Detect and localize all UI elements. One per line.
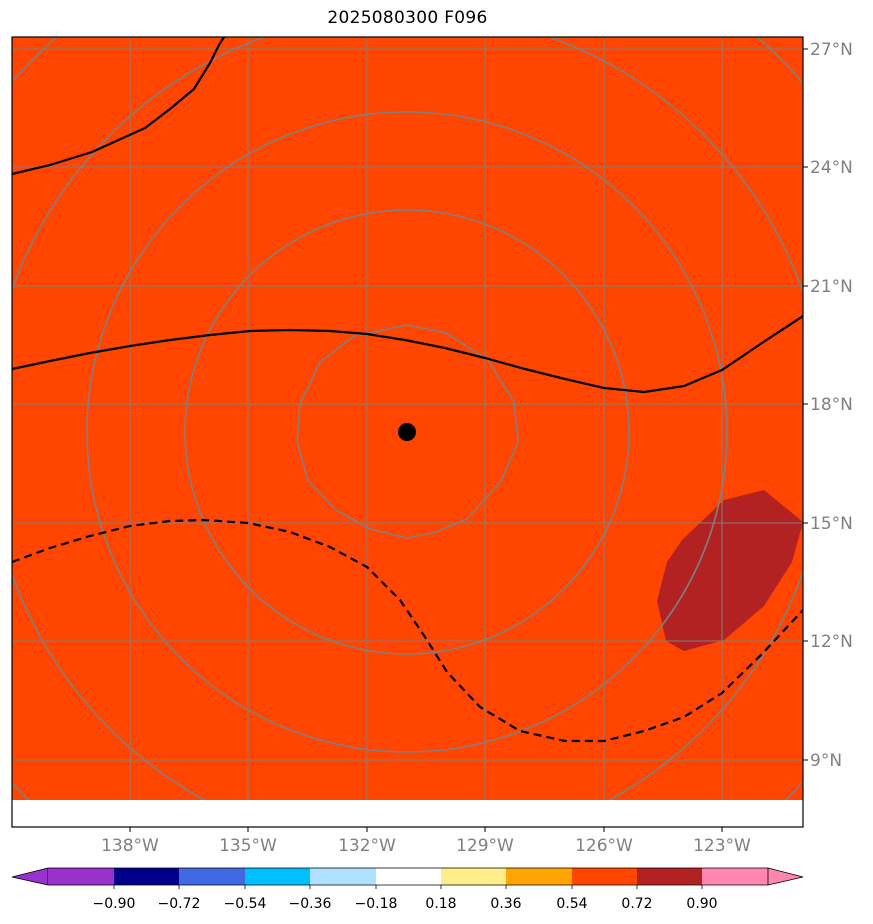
dashed-contour bbox=[12, 518, 803, 743]
anomaly-field bbox=[12, 37, 803, 800]
solid-contour-north bbox=[12, 37, 225, 176]
colorbar-tick-label: 0.90 bbox=[686, 896, 717, 912]
lon-label: 135°W bbox=[219, 836, 277, 856]
latitude-labels: 27°N 24°N 21°N 18°N 15°N 12°N 9°N bbox=[810, 40, 853, 771]
colorbar-tick-label: 0.72 bbox=[621, 896, 652, 912]
anomaly-patch bbox=[657, 490, 803, 651]
lat-label: 15°N bbox=[810, 514, 853, 534]
colorbar: −0.90 −0.72 −0.54 −0.36 −0.18 0.18 0.36 … bbox=[11, 867, 804, 912]
colorbar-swatch bbox=[114, 868, 179, 885]
lon-label: 132°W bbox=[338, 836, 396, 856]
colorbar-tick-label: −0.36 bbox=[289, 896, 332, 912]
colorbar-tick-label: 0.54 bbox=[556, 896, 587, 912]
longitude-labels: 138°W 135°W 132°W 129°W 126°W 123°W bbox=[101, 836, 751, 856]
map-title: 2025080300 F096 bbox=[327, 8, 488, 28]
storm-center-marker bbox=[398, 423, 416, 441]
lon-label: 123°W bbox=[693, 836, 751, 856]
colorbar-swatch bbox=[702, 868, 768, 885]
lat-label: 24°N bbox=[810, 158, 853, 178]
colorbar-swatch bbox=[310, 868, 376, 885]
colorbar-tick-label: −0.90 bbox=[93, 896, 136, 912]
colorbar-tick-label: −0.72 bbox=[158, 896, 201, 912]
solid-contour-middle bbox=[12, 315, 803, 394]
lon-label: 126°W bbox=[575, 836, 633, 856]
colorbar-high-extend bbox=[767, 867, 804, 886]
colorbar-swatch bbox=[572, 868, 637, 885]
colorbar-swatch bbox=[48, 868, 114, 885]
axis-ticks bbox=[129, 48, 808, 832]
colorbar-swatch bbox=[376, 868, 441, 885]
colorbar-low-extend bbox=[11, 867, 49, 886]
lat-label: 12°N bbox=[810, 632, 853, 652]
lat-label: 21°N bbox=[810, 277, 853, 297]
colorbar-swatch bbox=[441, 868, 506, 885]
colorbar-tick-label: 0.36 bbox=[490, 896, 521, 912]
map-frame bbox=[11, 36, 804, 828]
lon-label: 129°W bbox=[456, 836, 514, 856]
lat-label: 9°N bbox=[810, 751, 842, 771]
lat-label: 18°N bbox=[810, 395, 853, 415]
lon-label: 138°W bbox=[101, 836, 159, 856]
colorbar-tick-label: −0.18 bbox=[355, 896, 398, 912]
contours bbox=[12, 37, 803, 743]
colorbar-tick-label: −0.54 bbox=[224, 896, 267, 912]
colorbar-tick-label: 0.18 bbox=[425, 896, 456, 912]
colorbar-swatch bbox=[245, 868, 310, 885]
lat-label: 27°N bbox=[810, 40, 853, 60]
colorbar-swatch bbox=[179, 868, 245, 885]
colorbar-swatch bbox=[506, 868, 572, 885]
colorbar-swatch bbox=[637, 868, 702, 885]
